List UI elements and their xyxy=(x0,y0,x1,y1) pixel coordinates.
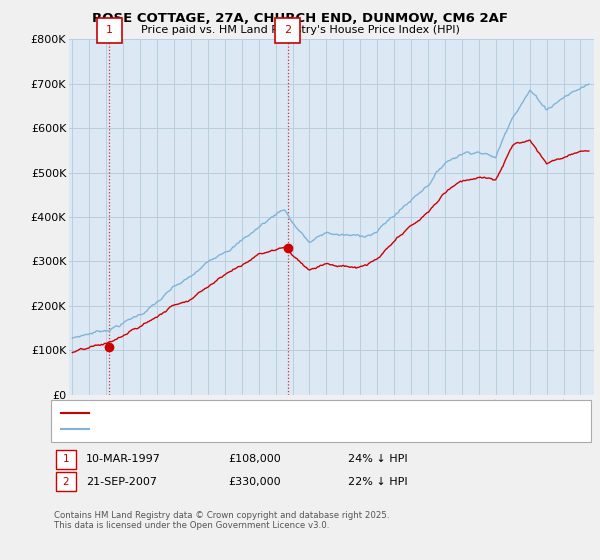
Text: 21-SEP-2007: 21-SEP-2007 xyxy=(86,477,157,487)
Text: ROSE COTTAGE, 27A, CHURCH END, DUNMOW, CM6 2AF: ROSE COTTAGE, 27A, CHURCH END, DUNMOW, C… xyxy=(92,12,508,25)
Text: Contains HM Land Registry data © Crown copyright and database right 2025.
This d: Contains HM Land Registry data © Crown c… xyxy=(54,511,389,530)
Text: ROSE COTTAGE, 27A, CHURCH END, DUNMOW, CM6 2AF (detached house): ROSE COTTAGE, 27A, CHURCH END, DUNMOW, C… xyxy=(94,408,459,418)
Text: 10-MAR-1997: 10-MAR-1997 xyxy=(86,454,161,464)
Text: Price paid vs. HM Land Registry's House Price Index (HPI): Price paid vs. HM Land Registry's House … xyxy=(140,25,460,35)
Text: 22% ↓ HPI: 22% ↓ HPI xyxy=(348,477,407,487)
Text: £108,000: £108,000 xyxy=(228,454,281,464)
Text: 2: 2 xyxy=(62,477,70,487)
Text: 2: 2 xyxy=(284,25,292,35)
Text: HPI: Average price, detached house, Uttlesford: HPI: Average price, detached house, Uttl… xyxy=(94,424,322,435)
Text: £330,000: £330,000 xyxy=(228,477,281,487)
Text: 1: 1 xyxy=(62,454,70,464)
Text: 1: 1 xyxy=(106,25,113,35)
Text: 24% ↓ HPI: 24% ↓ HPI xyxy=(348,454,407,464)
